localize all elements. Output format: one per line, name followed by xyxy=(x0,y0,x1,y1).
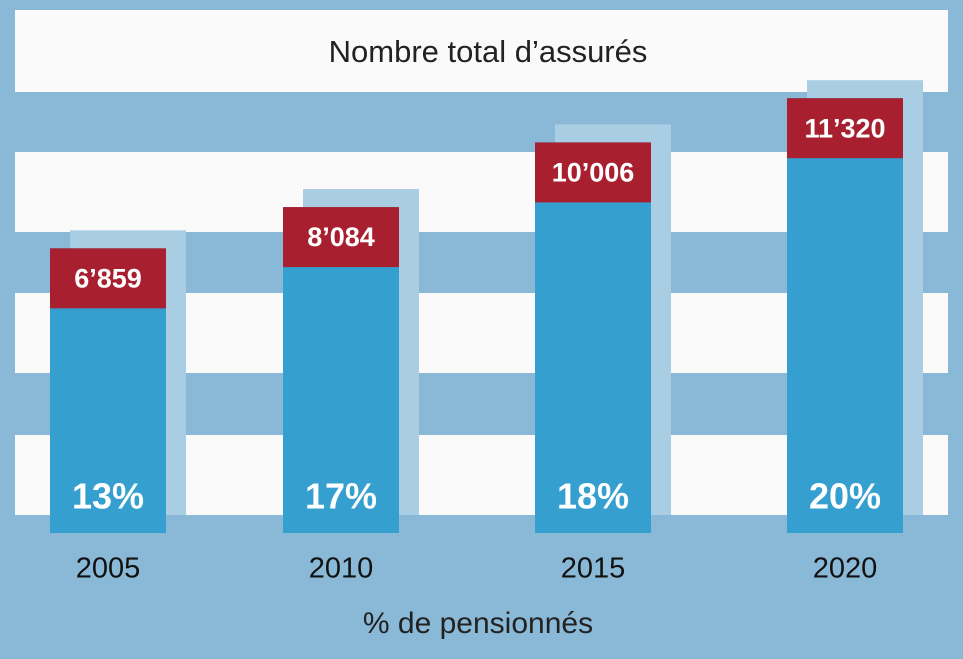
percent-label: 20% xyxy=(809,476,881,517)
chart-title: Nombre total d’assurés xyxy=(329,34,648,69)
percent-label: 17% xyxy=(305,476,377,517)
percent-label: 13% xyxy=(72,476,144,517)
x-tick-label: 2010 xyxy=(309,553,374,585)
bar xyxy=(787,98,903,533)
bar-cap xyxy=(787,98,903,159)
x-tick-label: 2005 xyxy=(76,553,141,585)
x-tick-label: 2015 xyxy=(561,553,626,585)
value-label: 8’084 xyxy=(307,222,375,252)
percent-label: 18% xyxy=(557,476,629,517)
bar-cap xyxy=(50,248,166,309)
value-label: 6’859 xyxy=(74,263,142,293)
bar-cap xyxy=(535,142,651,203)
stripe xyxy=(15,10,948,92)
bar-cap xyxy=(283,207,399,268)
value-label: 10’006 xyxy=(552,158,635,188)
bar xyxy=(535,142,651,534)
x-tick-label: 2020 xyxy=(813,553,878,585)
x-axis-label: % de pensionnés xyxy=(363,607,593,640)
value-label: 11’320 xyxy=(804,113,885,143)
